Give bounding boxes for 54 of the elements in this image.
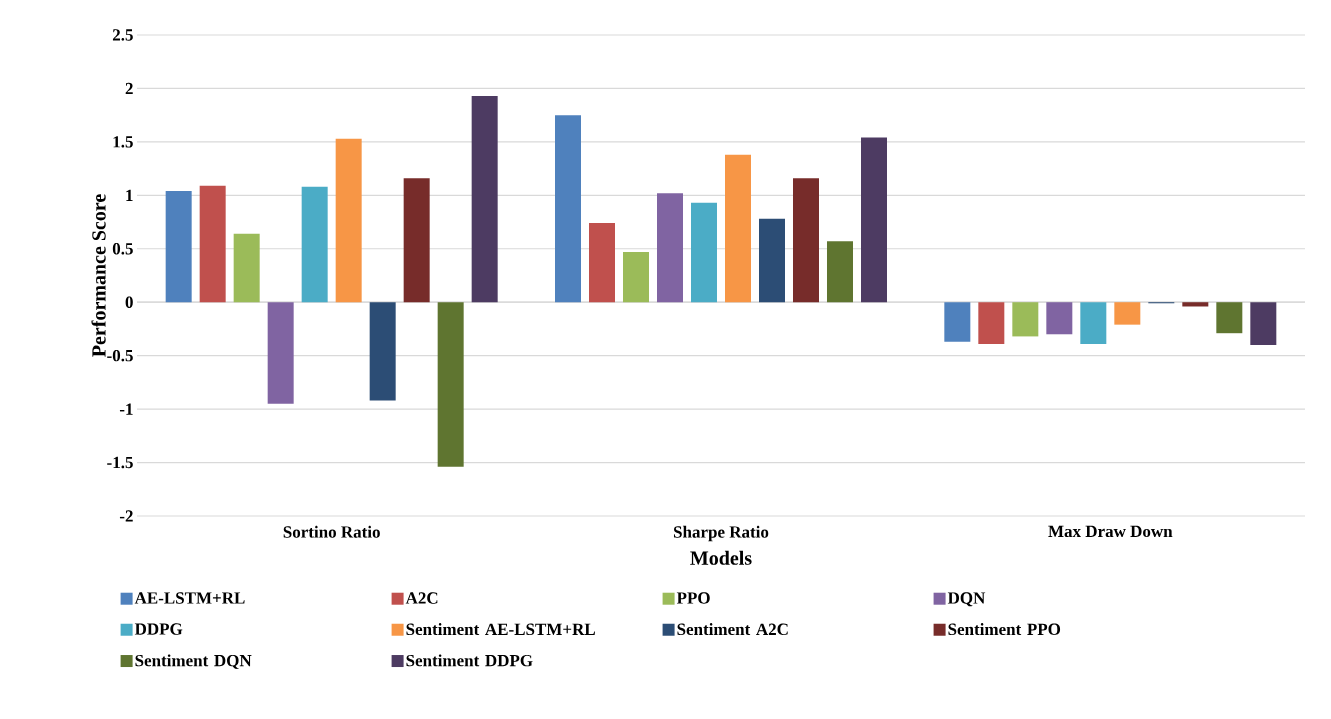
bar xyxy=(199,185,226,303)
bar xyxy=(555,115,581,303)
y-tick-label: -1 xyxy=(119,403,133,415)
legend-label: AE-LSTM+RL xyxy=(134,592,245,604)
bar xyxy=(1012,302,1039,337)
bar xyxy=(1114,302,1141,325)
x-tick-label: Sharpe Ratio xyxy=(673,525,769,542)
y-tick-label: 1 xyxy=(126,189,133,201)
y-tick-label: -0.5 xyxy=(107,349,133,362)
x-tick-label: Sortino Ratio xyxy=(283,525,380,538)
bar xyxy=(589,223,615,303)
bar xyxy=(1250,302,1277,345)
bar xyxy=(471,95,498,303)
bar xyxy=(657,193,683,303)
x-tick-label: Max Draw Down xyxy=(1048,525,1173,538)
bar xyxy=(861,137,887,303)
bar xyxy=(233,233,260,303)
y-tick-label: 0 xyxy=(125,296,133,308)
bar xyxy=(403,178,430,303)
bar xyxy=(759,218,785,303)
bar xyxy=(623,251,649,303)
bar xyxy=(827,241,853,303)
bar xyxy=(369,302,396,401)
y-tick-label: -2 xyxy=(119,510,133,522)
bar xyxy=(793,178,819,303)
x-axis-title: Models xyxy=(690,550,752,565)
legend-label: DQN xyxy=(947,592,986,607)
legend-label: Sentiment DDPG xyxy=(406,654,533,667)
y-axis-title: Performance Score xyxy=(91,194,106,357)
y-tick-label: 2.5 xyxy=(112,29,133,41)
y-tick-label: 0.5 xyxy=(112,242,133,255)
bar xyxy=(437,302,464,467)
bar xyxy=(978,302,1005,344)
bar xyxy=(301,186,328,303)
legend-label: Sentiment AE-LSTM+RL xyxy=(406,623,595,636)
bar xyxy=(725,154,751,303)
legend-label: A2C xyxy=(405,592,438,604)
bar xyxy=(165,191,192,303)
bar xyxy=(1216,302,1243,334)
y-tick-label: 1.5 xyxy=(113,136,133,148)
bar xyxy=(691,202,717,303)
legend-label: Sentiment A2C xyxy=(677,623,788,636)
bar xyxy=(335,138,362,303)
bar xyxy=(1080,302,1107,344)
y-tick-label: 2 xyxy=(125,82,133,95)
bar xyxy=(1046,302,1073,335)
legend-label: DDPG xyxy=(134,623,183,635)
legend-label: Sentiment DQN xyxy=(135,654,252,669)
bar xyxy=(1182,302,1209,307)
bar xyxy=(267,302,294,404)
bar xyxy=(944,302,971,342)
legend-label: PPO xyxy=(676,592,710,604)
legend-label: Sentiment PPO xyxy=(948,623,1061,636)
y-tick-label: -1.5 xyxy=(107,456,133,469)
